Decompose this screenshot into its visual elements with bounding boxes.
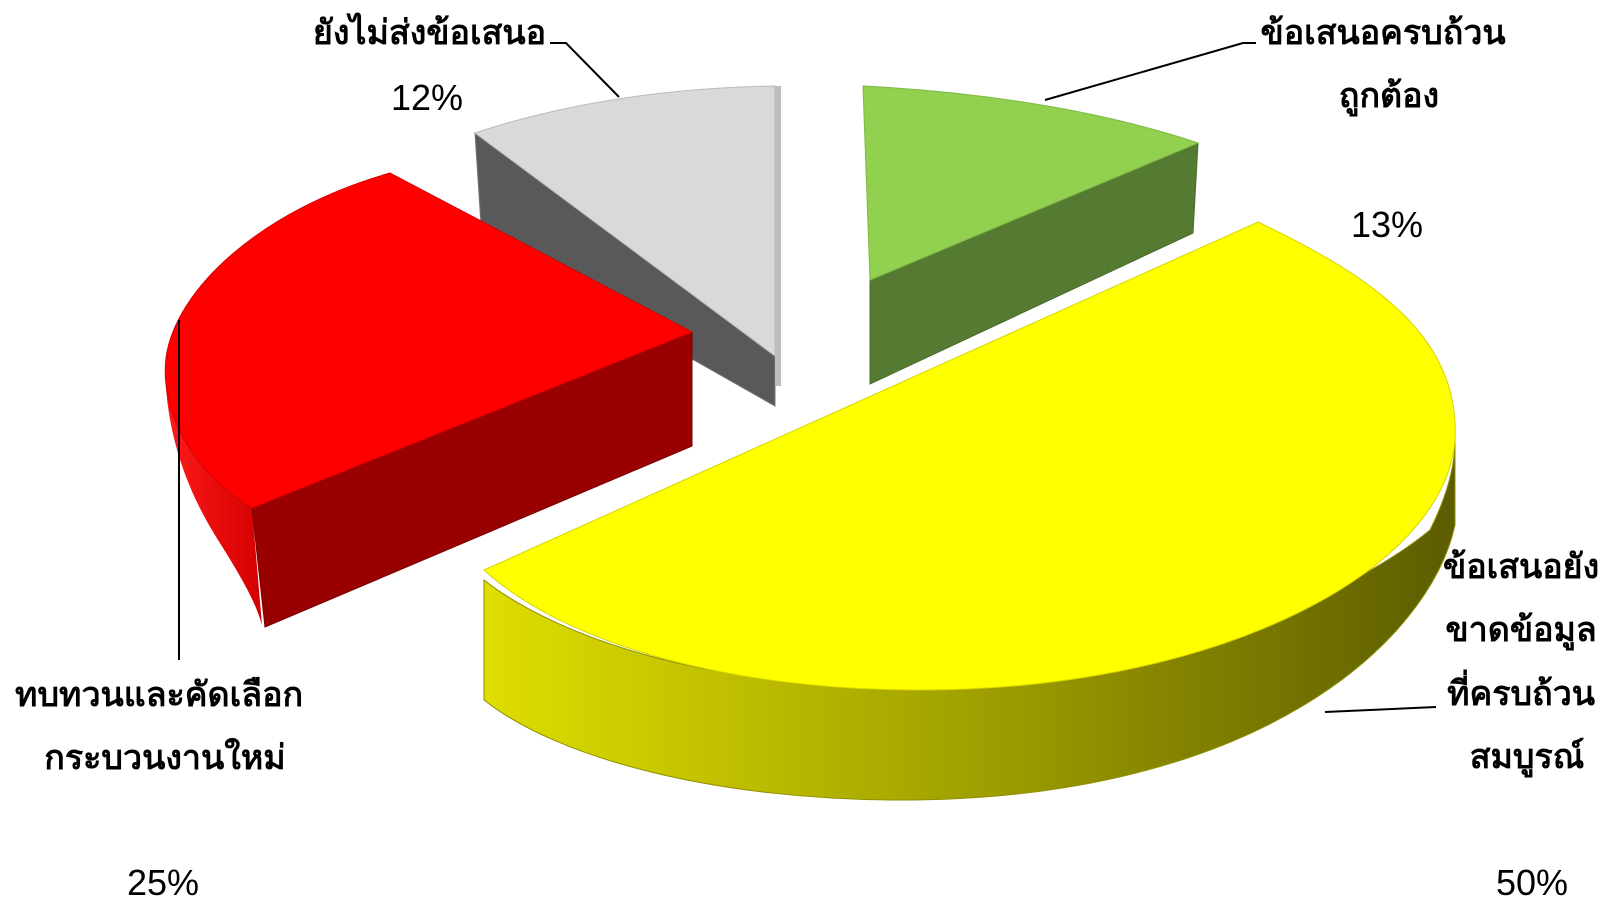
label-incomplete-line-3: ที่ครบถ้วน — [1447, 669, 1595, 714]
slice-top-not-submitted — [473, 85, 776, 357]
label-review-line-1: ทบทวนและคัดเลือก — [15, 675, 303, 715]
leader-line-not-submitted — [550, 42, 620, 98]
value-label-incomplete: 50% — [1496, 862, 1568, 903]
label-review-line-2: กระบวนงานใหม่ — [44, 737, 285, 778]
label-complete-line-2: ถูกต้อง — [1339, 76, 1439, 117]
label-complete: ข้อเสนอครบถ้วน ถูกต้อง — [1260, 13, 1517, 117]
leader-line-complete — [1044, 42, 1256, 101]
label-not-submitted-line-1: ยังไม่ส่งข้อเสนอ — [313, 12, 546, 53]
leader-line-incomplete — [1324, 706, 1437, 713]
label-complete-line-1: ข้อเสนอครบถ้วน — [1260, 13, 1505, 53]
label-incomplete-line-2: ขาดข้อมูล — [1445, 610, 1596, 651]
slice-top-incomplete — [483, 221, 1456, 691]
label-not-submitted: ยังไม่ส่งข้อเสนอ — [313, 12, 546, 53]
slice-right-not-submitted — [775, 86, 781, 386]
value-label-complete: 13% — [1351, 204, 1423, 245]
value-label-review: 25% — [127, 862, 199, 903]
slice-top-complete — [862, 85, 1200, 281]
slice-top-review — [164, 172, 694, 509]
value-label-not-submitted: 12% — [391, 77, 463, 118]
label-incomplete: ข้อเสนอยัง ขาดข้อมูล ที่ครบถ้วน สมบูรณ์ — [1443, 547, 1611, 778]
label-incomplete-line-1: ข้อเสนอยัง — [1443, 547, 1599, 587]
label-review: ทบทวนและคัดเลือก กระบวนงานใหม่ — [15, 675, 315, 778]
label-incomplete-line-4: สมบูรณ์ — [1470, 737, 1585, 778]
